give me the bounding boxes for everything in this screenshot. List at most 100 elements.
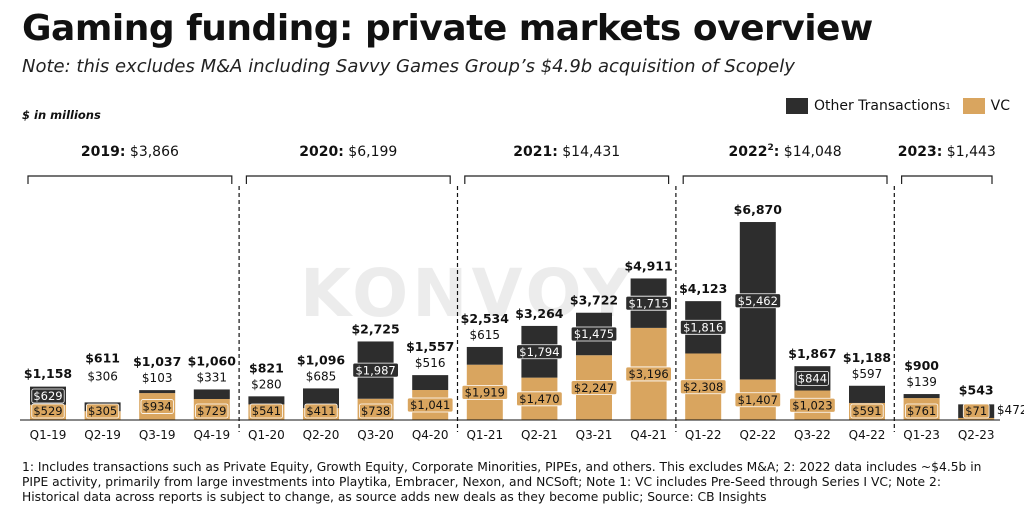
x-tick-label-Q2-20: Q2-20 bbox=[303, 428, 340, 442]
data-label-other-Q1-19: $629 bbox=[33, 389, 62, 403]
data-label-vc-Q2-22: $1,407 bbox=[738, 393, 778, 407]
x-tick-label-Q2-23: Q2-23 bbox=[958, 428, 995, 442]
data-label-vc-Q4-21-bg bbox=[625, 366, 672, 382]
data-label-vc-Q3-20: $738 bbox=[361, 404, 390, 418]
data-label-total-Q3-19: $1,037 bbox=[133, 354, 181, 369]
page-subtitle: Note: this excludes M&A including Savvy … bbox=[22, 56, 795, 77]
data-label-total-Q1-20: $821 bbox=[249, 360, 284, 375]
data-label-vc-Q1-23-bg bbox=[905, 403, 939, 419]
data-label-total-Q4-21: $4,911 bbox=[624, 258, 672, 273]
data-label-vc-Q3-20-bg bbox=[358, 403, 393, 419]
data-label-vc-Q4-22-bg bbox=[850, 403, 884, 419]
data-label-other-Q2-20: $685 bbox=[306, 369, 337, 383]
year-total-label-2020: 2020: $6,199 bbox=[299, 144, 397, 160]
year-total-label-2023: 2023: $1,443 bbox=[898, 144, 996, 160]
x-tick-label-Q4-21: Q4-21 bbox=[630, 428, 667, 442]
x-tick-label-Q3-21: Q3-21 bbox=[576, 428, 613, 442]
data-label-vc-Q3-19: $934 bbox=[143, 400, 172, 414]
x-tick-label-Q1-21: Q1-21 bbox=[466, 428, 503, 442]
data-label-other-Q3-20-bg bbox=[352, 362, 399, 378]
bar-other-Q1-23 bbox=[903, 394, 940, 399]
data-label-other-Q1-22-bg bbox=[680, 319, 727, 335]
data-label-vc-Q3-21: $2,247 bbox=[574, 381, 614, 395]
year-bracket-2019 bbox=[27, 175, 233, 184]
stacked-bar-chart: Q1-19 $529$629 $1,158 Q2-19 $305 $306 $611 Q3-1… bbox=[20, 143, 1024, 442]
data-label-total-Q2-19: $611 bbox=[85, 350, 120, 365]
x-tick-label-Q2-19: Q2-19 bbox=[84, 428, 121, 442]
bar-other-Q2-20 bbox=[303, 388, 339, 409]
year-total-label-2021: 2021: $14,431 bbox=[513, 144, 620, 160]
data-label-vc-Q2-19-bg bbox=[86, 403, 120, 419]
page-title: Gaming funding: private markets overview bbox=[22, 8, 873, 49]
x-tick-label-Q4-19: Q4-19 bbox=[193, 428, 230, 442]
data-label-vc-Q1-20-bg bbox=[249, 403, 283, 419]
x-tick-label-Q2-22: Q2-22 bbox=[739, 428, 776, 442]
x-tick-label-Q1-22: Q1-22 bbox=[685, 428, 722, 442]
data-label-other-Q4-21-bg bbox=[625, 295, 672, 311]
data-label-total-Q2-22: $6,870 bbox=[734, 202, 783, 217]
data-label-vc-Q3-22-bg bbox=[789, 397, 836, 413]
data-label-vc-Q1-21: $1,919 bbox=[465, 386, 505, 400]
footnote: 1: Includes transactions such as Private… bbox=[22, 460, 982, 504]
data-label-vc-Q3-21-bg bbox=[570, 380, 618, 396]
x-tick-label-Q2-21: Q2-21 bbox=[521, 428, 558, 442]
year-bracket-2020 bbox=[245, 175, 451, 184]
chart-legend: Other Transactions 1 VC bbox=[774, 98, 1010, 114]
watermark-logo: KONVOY bbox=[300, 255, 635, 332]
bar-other-Q4-20 bbox=[412, 375, 449, 390]
data-label-other-Q1-21: $615 bbox=[470, 328, 501, 342]
x-tick-label-Q4-20: Q4-20 bbox=[412, 428, 449, 442]
data-label-total-Q1-19: $1,158 bbox=[24, 366, 72, 381]
legend-label-other: Other Transactions bbox=[813, 98, 946, 114]
data-label-vc-Q4-21: $3,196 bbox=[628, 367, 668, 381]
data-label-other-Q4-22: $597 bbox=[852, 367, 883, 381]
legend-swatch-other bbox=[785, 98, 808, 114]
year-bracket-2022 bbox=[682, 175, 888, 184]
x-tick-label-Q1-23: Q1-23 bbox=[903, 428, 940, 442]
data-label-other-Q2-22: $5,462 bbox=[738, 294, 778, 308]
data-label-total-Q1-21: $2,534 bbox=[461, 311, 510, 326]
data-label-vc-Q4-19-bg bbox=[195, 403, 229, 419]
data-label-other-Q3-21-bg bbox=[570, 326, 618, 342]
data-label-other-Q2-21: $1,794 bbox=[519, 345, 559, 359]
data-label-total-Q3-22: $1,867 bbox=[788, 346, 836, 361]
data-label-total-Q4-22: $1,188 bbox=[843, 350, 891, 365]
x-tick-label-Q3-19: Q3-19 bbox=[139, 428, 176, 442]
data-label-other-Q4-21: $1,715 bbox=[628, 296, 668, 310]
data-label-other-Q2-22-bg bbox=[734, 293, 781, 309]
data-label-vc-Q2-20-bg bbox=[304, 403, 338, 419]
data-label-vc-Q1-21-bg bbox=[461, 384, 508, 400]
bar-other-Q4-19 bbox=[193, 389, 230, 399]
data-label-vc-Q2-22-bg bbox=[734, 392, 781, 408]
year-bracket-2021 bbox=[464, 175, 670, 184]
data-label-total-Q2-21: $3,264 bbox=[515, 306, 564, 321]
data-label-vc-Q2-23-bg bbox=[962, 403, 990, 419]
data-label-other-Q2-21-bg bbox=[516, 344, 563, 360]
data-label-total-Q1-23: $900 bbox=[904, 358, 939, 373]
data-label-vc-Q4-22: $591 bbox=[852, 404, 881, 418]
bar-other-Q4-22 bbox=[849, 385, 885, 403]
data-label-total-Q4-20: $1,557 bbox=[406, 339, 454, 354]
x-tick-label-Q3-22: Q3-22 bbox=[794, 428, 831, 442]
x-tick-label-Q1-19: Q1-19 bbox=[30, 428, 67, 442]
data-label-vc-Q4-19: $729 bbox=[197, 404, 226, 418]
data-label-vc-Q4-20-bg bbox=[406, 397, 454, 413]
data-label-other-Q1-19-bg bbox=[31, 388, 65, 404]
data-label-vc-Q1-23: $761 bbox=[907, 404, 936, 418]
data-label-vc-Q2-19: $305 bbox=[88, 404, 117, 418]
data-label-total-Q2-23: $543 bbox=[959, 382, 994, 397]
data-label-other-Q3-21: $1,475 bbox=[574, 327, 614, 341]
bar-vc-Q2-23 bbox=[958, 417, 995, 420]
legend-label-vc: VC bbox=[990, 98, 1010, 114]
data-label-other-Q1-20: $280 bbox=[251, 377, 282, 391]
data-label-vc-Q2-21-bg bbox=[516, 391, 563, 407]
data-label-vc-Q2-20: $411 bbox=[306, 404, 335, 418]
data-label-vc-Q1-22: $2,308 bbox=[683, 380, 723, 394]
data-label-other-Q3-19: $103 bbox=[142, 371, 173, 385]
data-label-total-Q3-20: $2,725 bbox=[351, 321, 399, 336]
data-label-vc-Q1-19: $529 bbox=[33, 404, 62, 418]
data-label-vc-Q2-23: $71 bbox=[965, 404, 987, 418]
legend-item-vc: VC bbox=[962, 98, 1010, 114]
data-label-vc-Q1-20: $541 bbox=[252, 404, 281, 418]
data-label-vc-Q3-19-bg bbox=[140, 399, 174, 414]
